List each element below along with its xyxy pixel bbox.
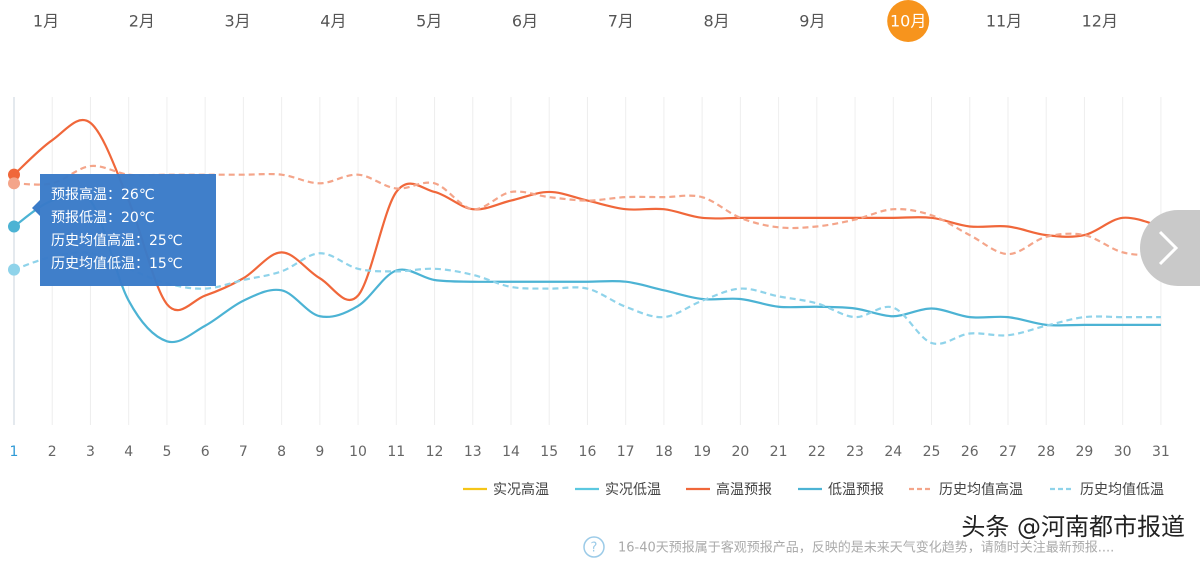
month-tab[interactable]: 11月 <box>986 12 1022 31</box>
x-tick-label: 21 <box>770 444 788 460</box>
x-tick-label: 23 <box>846 444 864 460</box>
x-tick-label: 20 <box>731 444 749 460</box>
watermark: 头条 @河南都市报道 <box>961 513 1185 541</box>
series-line <box>13 191 1161 344</box>
x-tick-label: 2 <box>48 444 57 460</box>
x-tick-label: 22 <box>808 444 826 460</box>
next-bg <box>1140 210 1200 286</box>
month-tab[interactable]: 9月 <box>799 12 825 31</box>
x-tick-label: 18 <box>655 444 673 460</box>
footer-note: 16-40天预报属于客观预报产品，反映的是未来天气变化趋势，请随时关注最新预报.… <box>618 540 1114 556</box>
x-tick-label: 28 <box>1037 444 1055 460</box>
tooltip-line: 预报高温：26℃ <box>51 186 155 203</box>
month-tab[interactable]: 10月 <box>890 12 926 31</box>
point-marker <box>8 177 20 190</box>
series-line <box>13 164 1161 257</box>
x-tick-label: 26 <box>961 444 979 460</box>
month-tab[interactable]: 4月 <box>320 12 346 31</box>
month-tab[interactable]: 3月 <box>225 12 251 31</box>
x-tick-label: 5 <box>162 444 171 460</box>
x-tick-label: 27 <box>999 444 1017 460</box>
legend-label[interactable]: 高温预报 <box>716 481 772 498</box>
month-tab[interactable]: 2月 <box>129 12 155 31</box>
x-tick-label: 19 <box>693 444 711 460</box>
x-tick-label: 25 <box>923 444 941 460</box>
legend-label[interactable]: 实况高温 <box>493 481 549 498</box>
month-selected <box>887 0 930 42</box>
month-tab[interactable]: 12月 <box>1082 12 1118 31</box>
tooltip-line: 预报低温：20℃ <box>51 210 155 226</box>
x-tick-label: 9 <box>315 444 324 460</box>
x-tick-label: 24 <box>884 444 902 460</box>
point-marker <box>8 220 20 233</box>
x-tick-label: 3 <box>86 444 95 460</box>
x-tick-label: 7 <box>239 444 248 460</box>
x-tick-label: 13 <box>464 444 482 460</box>
x-tick-label: 6 <box>201 444 210 460</box>
help-mark: ? <box>591 541 598 556</box>
x-tick-label: 10 <box>349 444 367 460</box>
month-tab[interactable]: 8月 <box>704 12 730 31</box>
help-icon[interactable] <box>583 536 605 558</box>
point-marker <box>8 168 20 181</box>
x-tick-label: 1 <box>10 444 19 460</box>
x-tick-label: 4 <box>124 444 133 460</box>
x-tick-label: 14 <box>502 444 520 460</box>
x-tick-label: 30 <box>1114 444 1132 460</box>
next-arrow <box>1158 230 1179 266</box>
tooltip-line: 历史均值高温：25℃ <box>51 232 183 249</box>
x-tick-label: 15 <box>540 444 558 460</box>
x-tick-label: 29 <box>1076 444 1094 460</box>
month-tab[interactable]: 7月 <box>608 12 634 31</box>
legend-label[interactable]: 历史均值低温 <box>1080 482 1164 498</box>
legend-label[interactable]: 实况低温 <box>605 482 661 498</box>
x-tick-label: 11 <box>387 444 405 460</box>
x-tick-label: 31 <box>1152 444 1170 460</box>
x-tick-label: 8 <box>277 444 286 460</box>
x-tick-label: 16 <box>579 444 597 460</box>
legend-label[interactable]: 历史均值高温 <box>939 481 1023 498</box>
tooltip-box <box>40 174 216 286</box>
point-marker <box>8 263 20 276</box>
series-line <box>13 251 1161 345</box>
legend-label[interactable]: 低温预报 <box>828 482 884 498</box>
month-tab[interactable]: 1月 <box>33 12 59 31</box>
next-button[interactable] <box>1140 210 1200 286</box>
series-line <box>13 119 1162 312</box>
tooltip-arrow <box>32 200 40 216</box>
x-tick-label: 17 <box>617 444 635 460</box>
month-tab[interactable]: 6月 <box>512 12 538 31</box>
month-tab[interactable]: 5月 <box>416 12 442 31</box>
tooltip-line: 历史均值低温：15℃ <box>51 256 183 272</box>
x-tick-label: 12 <box>426 444 444 460</box>
